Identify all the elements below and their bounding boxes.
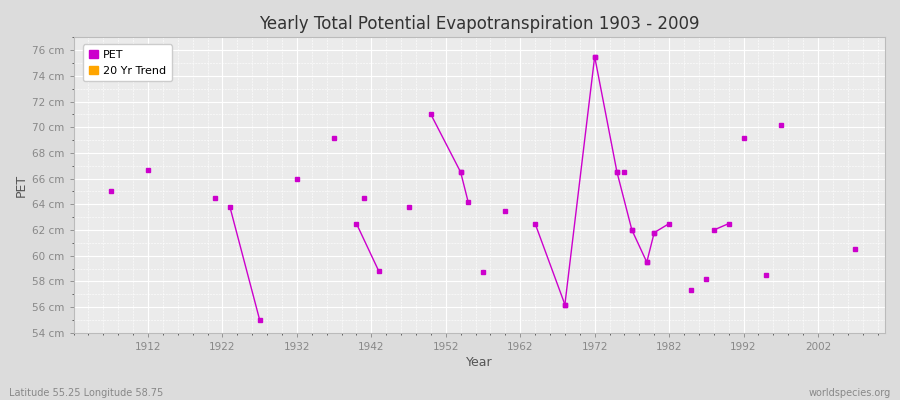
X-axis label: Year: Year xyxy=(466,356,492,369)
Text: worldspecies.org: worldspecies.org xyxy=(809,388,891,398)
Legend: PET, 20 Yr Trend: PET, 20 Yr Trend xyxy=(83,44,172,81)
Y-axis label: PET: PET xyxy=(15,174,28,197)
Title: Yearly Total Potential Evapotranspiration 1903 - 2009: Yearly Total Potential Evapotranspiratio… xyxy=(259,15,699,33)
Text: Latitude 55.25 Longitude 58.75: Latitude 55.25 Longitude 58.75 xyxy=(9,388,163,398)
